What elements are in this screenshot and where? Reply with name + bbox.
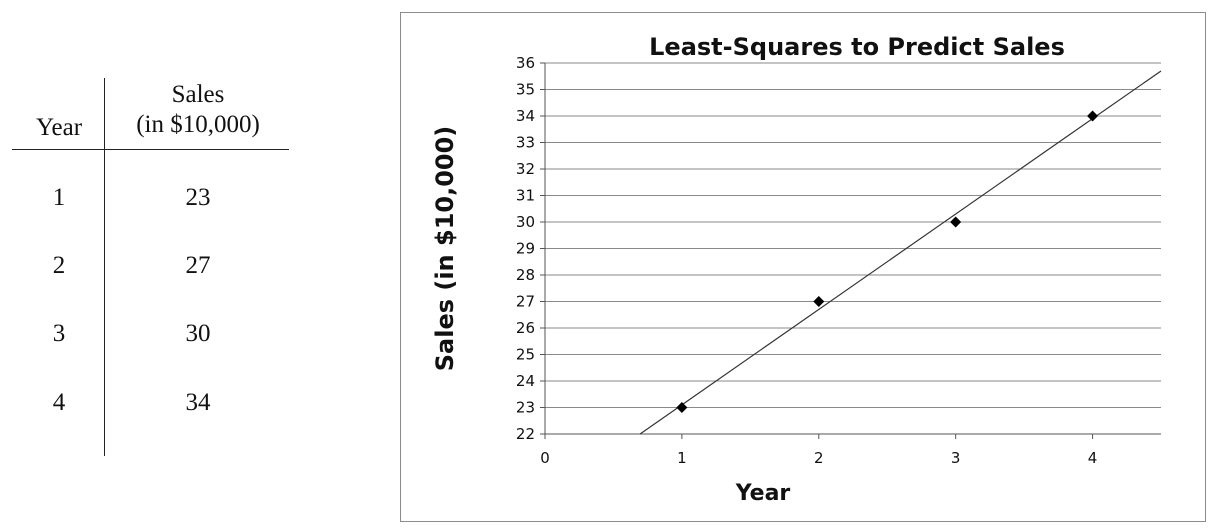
x-axis-label: Year: [735, 481, 791, 506]
table-cell-sales: 27: [185, 252, 211, 279]
data-point-marker: [950, 216, 962, 228]
table-vertical-rule: [104, 78, 105, 456]
table-header-rule: [12, 149, 289, 150]
trendline: [639, 70, 1162, 435]
y-tick-label: 36: [516, 54, 535, 72]
y-tick-label: 28: [516, 266, 535, 284]
y-tick-label: 26: [516, 319, 535, 337]
x-tick-label: 0: [540, 449, 550, 467]
y-tick-label: 24: [516, 372, 535, 390]
y-tick-label: 34: [516, 107, 535, 125]
axes: [540, 62, 1161, 439]
table-cell-year: 3: [52, 320, 66, 347]
x-tick-label: 1: [677, 449, 687, 467]
y-tick-label: 31: [516, 187, 535, 205]
trendline-group: [639, 70, 1162, 435]
x-tick-label: 4: [1088, 449, 1098, 467]
table-cell-sales: 34: [185, 389, 211, 416]
y-tick-labels: 22 23 24 25 26 27 28 29 30 31 32 33 34 35 36: [516, 54, 535, 443]
y-tick-label: 27: [516, 293, 535, 311]
y-tick-label: 30: [516, 213, 535, 231]
table-cell-sales: 30: [185, 320, 211, 347]
x-tick-labels: 0 1 2 3 4: [540, 449, 1097, 467]
data-points: [676, 110, 1099, 413]
data-point-marker: [676, 402, 688, 413]
chart-title: Least-Squares to Predict Sales: [649, 33, 1065, 61]
y-tick-label: 29: [516, 240, 535, 258]
data-point-marker: [1087, 110, 1099, 122]
y-tick-label: 35: [516, 81, 535, 99]
table-cell-sales: 23: [185, 184, 211, 211]
y-axis-label: Sales (in $10,000): [431, 126, 459, 372]
y-tick-label: 32: [516, 160, 535, 178]
data-point-marker: [813, 296, 825, 307]
grid-lines: [545, 62, 1161, 408]
table-cell-year: 1: [52, 184, 66, 211]
y-tick-label: 23: [516, 399, 535, 417]
sales-column-header: Sales (in $10,000): [110, 80, 286, 140]
y-tick-label: 33: [516, 134, 535, 152]
sales-header-line2: (in $10,000): [136, 111, 260, 138]
x-tick-label: 3: [951, 449, 961, 467]
sales-header-line1: Sales: [171, 81, 225, 108]
y-tick-label: 25: [516, 346, 535, 364]
year-column-header: Year: [35, 114, 83, 141]
table-cell-year: 4: [52, 389, 66, 416]
x-tick-label: 2: [814, 449, 824, 467]
y-tick-label: 22: [516, 425, 535, 443]
table-cell-year: 2: [52, 252, 66, 279]
sales-table: Year Sales (in $10,000) 1 23 2 27 3 30 4…: [0, 0, 300, 532]
